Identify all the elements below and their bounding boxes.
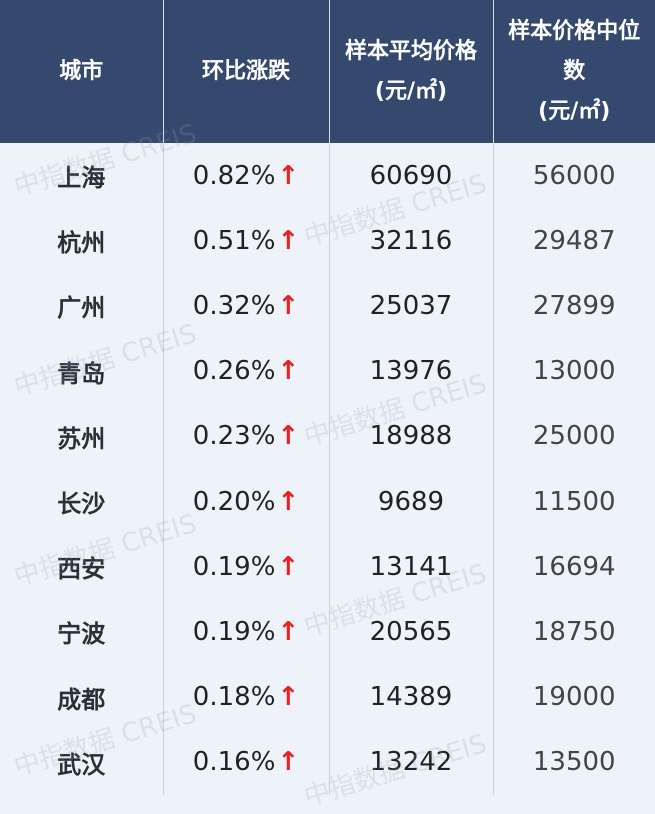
median-price-cell: 13500	[532, 747, 616, 778]
median-price-cell: 11500	[532, 486, 616, 517]
avg-price-cell: 20565	[329, 599, 494, 665]
change-value: 0.19%	[192, 616, 276, 647]
up-arrow-icon: ↑	[277, 616, 300, 647]
avg-price-cell: 13242	[329, 729, 494, 795]
city-cell: 武汉	[0, 729, 164, 795]
header-change: 环比涨跌	[163, 0, 330, 143]
change-cell: 0.82%↑	[163, 143, 330, 209]
table-row: 武汉 0.16%↑ 13242 13500	[0, 729, 655, 795]
up-arrow-icon: ↑	[277, 225, 300, 256]
change-value: 0.82%	[192, 160, 276, 191]
table-row: 苏州 0.23%↑ 18988 25000	[0, 403, 655, 469]
up-arrow-icon: ↑	[277, 421, 300, 452]
change-value: 0.16%	[192, 747, 276, 778]
change-value: 0.20%	[192, 486, 276, 517]
header-median-price: 样本价格中位数 (元/㎡)	[493, 0, 655, 143]
avg-price-cell: 60690	[329, 143, 494, 209]
up-arrow-icon: ↑	[277, 551, 300, 582]
header-avg-unit: (元/㎡)	[374, 78, 448, 104]
median-price-cell: 19000	[532, 682, 616, 713]
header-median-unit: (元/㎡)	[538, 98, 611, 124]
avg-price-cell: 18988	[329, 403, 494, 469]
avg-price-cell: 13141	[329, 534, 494, 600]
change-value: 0.19%	[192, 551, 276, 582]
change-cell: 0.16%↑	[163, 729, 330, 795]
city-cell: 长沙	[0, 468, 164, 535]
median-price-cell: 27899	[532, 290, 616, 321]
table-row: 青岛 0.26%↑ 13976 13000	[0, 338, 655, 404]
city-cell: 杭州	[0, 208, 164, 274]
change-value: 0.32%	[192, 290, 276, 321]
up-arrow-icon: ↑	[277, 682, 300, 713]
city-cell: 广州	[0, 273, 164, 339]
header-median-label: 样本价格中位数	[508, 18, 641, 84]
median-price-cell: 13000	[532, 356, 616, 387]
header-row: 城市 环比涨跌 样本平均价格 (元/㎡) 样本价格中位数 (元/㎡)	[0, 0, 655, 143]
table-row: 上海 0.82%↑ 60690 56000	[0, 143, 655, 209]
change-cell: 0.19%↑	[163, 534, 330, 600]
city-cell: 上海	[0, 143, 164, 209]
table-row: 长沙 0.20%↑ 9689 11500	[0, 468, 655, 535]
avg-price-cell: 13976	[329, 338, 494, 404]
change-cell: 0.19%↑	[163, 599, 330, 665]
table-row: 西安 0.19%↑ 13141 16694	[0, 534, 655, 600]
city-cell: 宁波	[0, 599, 164, 665]
up-arrow-icon: ↑	[277, 290, 300, 321]
city-cell: 西安	[0, 534, 164, 600]
header-city: 城市	[0, 0, 164, 143]
avg-price-cell: 9689	[329, 468, 494, 535]
median-price-cell: 56000	[532, 160, 616, 191]
city-cell: 苏州	[0, 403, 164, 469]
city-cell: 成都	[0, 664, 164, 730]
avg-price-cell: 32116	[329, 208, 494, 274]
table-row: 成都 0.18%↑ 14389 19000	[0, 664, 655, 730]
up-arrow-icon: ↑	[277, 356, 300, 387]
change-cell: 0.23%↑	[163, 403, 330, 469]
change-cell: 0.20%↑	[163, 468, 330, 535]
change-cell: 0.51%↑	[163, 208, 330, 274]
change-value: 0.23%	[192, 421, 276, 452]
table-row: 杭州 0.51%↑ 32116 29487	[0, 208, 655, 274]
up-arrow-icon: ↑	[277, 486, 300, 517]
avg-price-cell: 14389	[329, 664, 494, 730]
median-price-cell: 29487	[532, 225, 616, 256]
change-value: 0.26%	[192, 356, 276, 387]
median-price-cell: 16694	[532, 551, 616, 582]
median-price-cell: 18750	[532, 616, 616, 647]
change-cell: 0.26%↑	[163, 338, 330, 404]
change-cell: 0.18%↑	[163, 664, 330, 730]
change-cell: 0.32%↑	[163, 273, 330, 339]
change-value: 0.51%	[192, 225, 276, 256]
price-table: 城市 环比涨跌 样本平均价格 (元/㎡) 样本价格中位数 (元/㎡) 上海 0.82%…	[0, 0, 655, 795]
avg-price-cell: 25037	[329, 273, 494, 339]
median-price-cell: 25000	[532, 421, 616, 452]
up-arrow-icon: ↑	[277, 160, 300, 191]
table-row: 宁波 0.19%↑ 20565 18750	[0, 599, 655, 665]
up-arrow-icon: ↑	[277, 747, 300, 778]
header-avg-label: 样本平均价格	[344, 38, 477, 64]
table-row: 广州 0.32%↑ 25037 27899	[0, 273, 655, 339]
change-value: 0.18%	[192, 682, 276, 713]
city-cell: 青岛	[0, 338, 164, 404]
header-avg-price: 样本平均价格 (元/㎡)	[329, 0, 494, 143]
